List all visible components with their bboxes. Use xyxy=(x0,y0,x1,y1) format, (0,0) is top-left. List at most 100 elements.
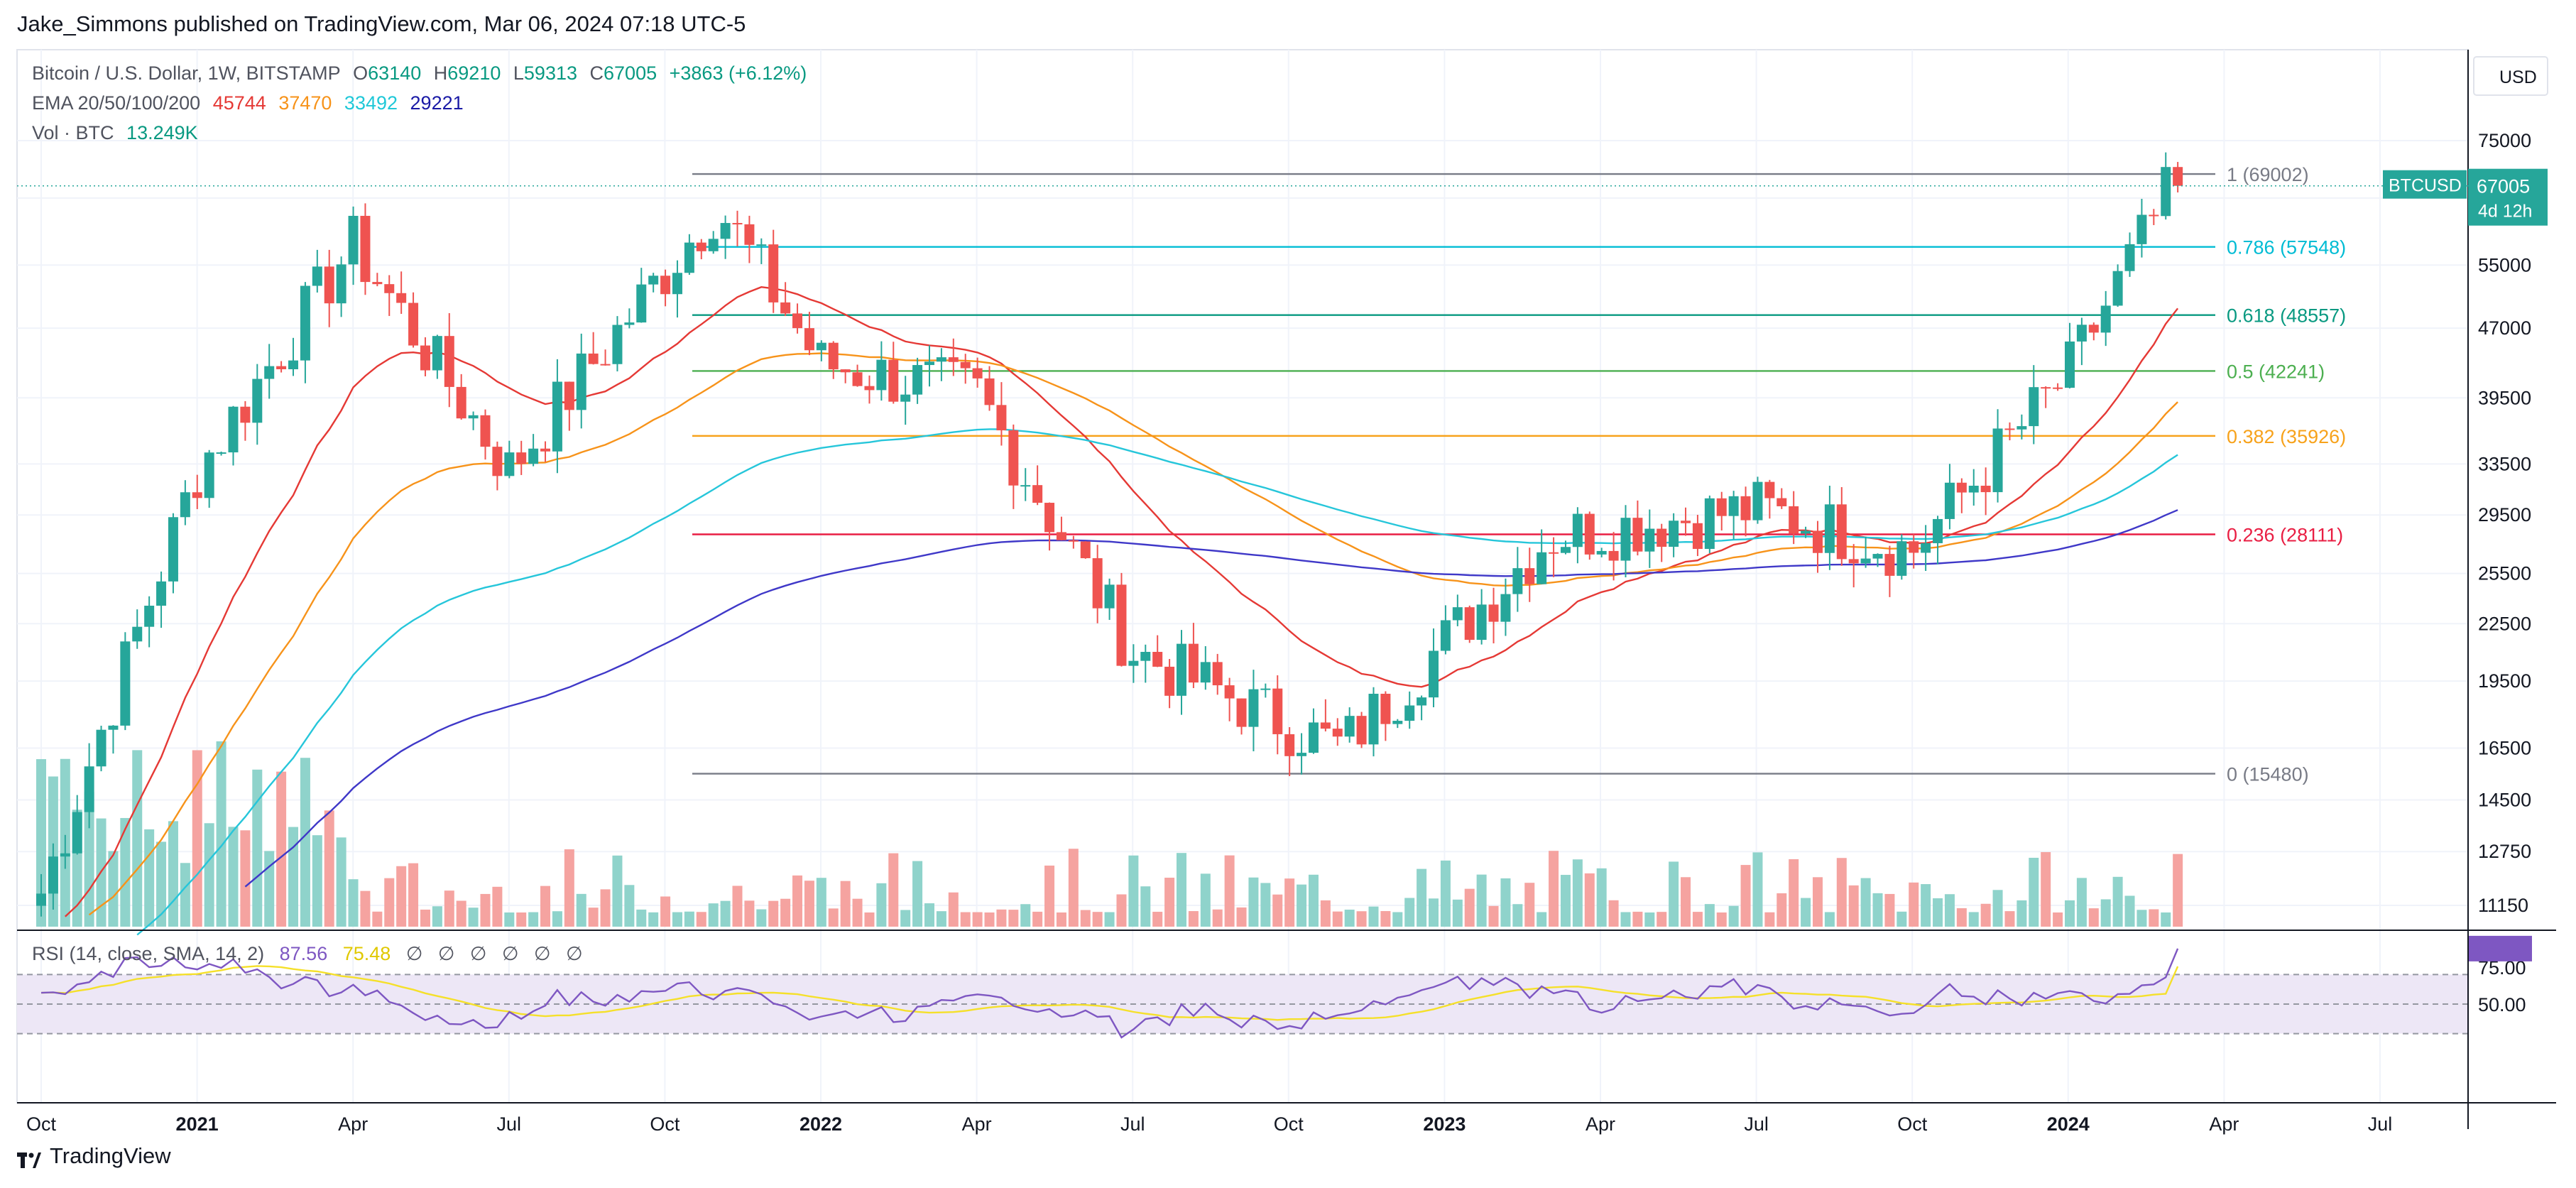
volume-bar xyxy=(1524,883,1535,927)
volume-bar xyxy=(876,883,887,927)
volume-bar xyxy=(396,866,407,927)
x-tick-label: Oct xyxy=(1897,1113,1928,1135)
volume-bar xyxy=(2041,851,2051,927)
candle xyxy=(1921,525,1931,571)
candle-body xyxy=(996,405,1007,431)
ema200-value: 29221 xyxy=(410,92,464,114)
candle xyxy=(1860,536,1871,568)
volume-bar xyxy=(1177,853,1187,927)
candle xyxy=(612,316,623,371)
volume-bar xyxy=(804,881,814,927)
volume-bar xyxy=(1512,904,1523,927)
currency-button[interactable] xyxy=(2473,56,2548,96)
candle xyxy=(1764,479,1775,519)
symbol-tag-bg xyxy=(2383,170,2467,199)
candle-body xyxy=(2112,271,2123,306)
volume-legend[interactable]: Vol · BTC 13.249K xyxy=(32,122,205,144)
y-tick-label: 75000 xyxy=(2478,130,2531,151)
candle-body xyxy=(1464,607,1475,641)
candle-body xyxy=(1740,496,1751,521)
volume-bar xyxy=(1308,874,1319,927)
price-tag: 67005 xyxy=(2477,176,2530,197)
candle-body xyxy=(168,517,178,582)
volume-bar xyxy=(288,827,299,927)
candle xyxy=(324,249,334,327)
volume-bar xyxy=(672,912,682,927)
candle-body xyxy=(192,492,202,498)
ema-legend[interactable]: EMA 20/50/100/200 45744 37470 33492 2922… xyxy=(32,92,471,114)
candle-body xyxy=(888,359,899,402)
volume-bar xyxy=(336,837,346,927)
y-tick-label: 29500 xyxy=(2478,504,2531,525)
volume-bar xyxy=(1968,912,1979,927)
candle-body xyxy=(336,264,346,304)
candle xyxy=(2124,232,2135,277)
chart-axes: 7500065000550004700039500335002950025500… xyxy=(17,50,2556,1135)
volume-bar xyxy=(180,863,190,927)
x-tick-label: Apr xyxy=(1586,1113,1615,1135)
candle xyxy=(1080,541,1091,559)
volume-bar xyxy=(300,758,310,927)
rsi-legend[interactable]: RSI (14, close, SMA, 14, 2) 87.56 75.48 … xyxy=(32,943,593,965)
tradingview-logo[interactable]: TradingView xyxy=(17,1143,171,1169)
currency-label[interactable]: USD xyxy=(2499,67,2537,87)
candle-body xyxy=(276,366,287,369)
x-tick-label: Jul xyxy=(1120,1113,1145,1135)
volume-bar xyxy=(1200,873,1211,927)
candle xyxy=(804,312,814,356)
candle-body xyxy=(504,452,515,476)
candle xyxy=(1140,644,1151,683)
candle xyxy=(420,337,430,376)
candle-body xyxy=(828,342,839,370)
candle-body xyxy=(1560,547,1571,553)
volume-bar xyxy=(156,841,167,927)
close-value: 67005 xyxy=(604,62,657,84)
candle-body xyxy=(1933,518,1943,543)
candle xyxy=(1560,540,1571,555)
volume-bar xyxy=(1944,894,1955,927)
candle xyxy=(2149,209,2159,226)
candle xyxy=(1092,545,1103,623)
rsi-empty-mark: ∅ xyxy=(437,943,455,964)
volume-bar xyxy=(1801,898,1811,927)
candle xyxy=(1104,578,1115,620)
candle xyxy=(1740,486,1751,537)
candle xyxy=(2016,414,2027,440)
low-value: 59313 xyxy=(523,62,577,84)
volume-bar xyxy=(120,817,131,927)
candle xyxy=(2064,322,2075,388)
candle xyxy=(1944,464,1955,530)
candle xyxy=(792,303,803,334)
volume-bar xyxy=(1404,898,1415,927)
fib-level-label: 0.618 (48557) xyxy=(2227,305,2346,327)
volume-bar xyxy=(1128,855,1139,927)
rsi-label: RSI (14, close, SMA, 14, 2) xyxy=(32,943,265,964)
volume-bar xyxy=(1332,911,1343,927)
candle xyxy=(1188,623,1199,688)
volume-bar xyxy=(948,892,959,927)
candle xyxy=(1968,469,1979,506)
volume-value: 13.249K xyxy=(126,122,198,143)
candle-body xyxy=(1980,486,1991,493)
symbol-legend[interactable]: Bitcoin / U.S. Dollar, 1W, BITSTAMP O631… xyxy=(32,62,814,85)
volume-bar xyxy=(1020,904,1031,927)
candle-body xyxy=(204,452,214,498)
candle-body xyxy=(720,223,731,239)
candle xyxy=(468,411,479,430)
candle xyxy=(120,632,131,731)
candle-body xyxy=(1488,604,1499,622)
volume-bar xyxy=(2100,899,2111,927)
candle-body xyxy=(2053,387,2063,389)
candle xyxy=(696,239,706,260)
candle-body xyxy=(1344,716,1355,737)
candle-body xyxy=(852,372,863,386)
candle-body xyxy=(660,276,671,295)
candle xyxy=(1572,507,1583,564)
volume-bar xyxy=(360,890,371,927)
candle xyxy=(840,369,851,383)
volume-bar xyxy=(1909,882,1919,927)
candle-body xyxy=(96,729,107,767)
volume-bar xyxy=(624,885,635,927)
candle xyxy=(2161,152,2171,220)
